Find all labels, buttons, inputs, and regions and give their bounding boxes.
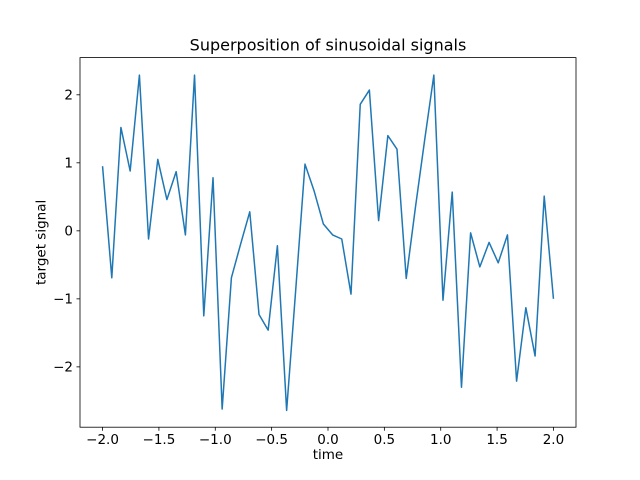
x-tick-label: −2.0 xyxy=(86,432,119,448)
y-tick-label: 0 xyxy=(64,224,73,240)
x-tick-label: 0.5 xyxy=(374,432,395,448)
y-tick-label: −2 xyxy=(53,360,73,376)
y-tick-label: 2 xyxy=(64,88,73,104)
x-tick-label: 1.0 xyxy=(430,432,451,448)
y-tick-label: −1 xyxy=(53,292,73,308)
x-tick-label: 1.5 xyxy=(486,432,507,448)
signal-line xyxy=(101,74,555,412)
x-tick-label: 2.0 xyxy=(543,432,564,448)
x-axis-label: time xyxy=(313,447,344,463)
x-tick-label: −1.0 xyxy=(199,432,232,448)
y-axis-label: target signal xyxy=(34,200,50,285)
x-tick-label: −1.5 xyxy=(143,432,176,448)
plot-area xyxy=(80,57,576,428)
y-tick-label: 1 xyxy=(64,156,73,172)
x-tick-label: 0.0 xyxy=(317,432,338,448)
axes-spines xyxy=(79,57,577,428)
x-tick-label: −0.5 xyxy=(255,432,288,448)
chart-title: Superposition of sinusoidal signals xyxy=(190,36,467,55)
